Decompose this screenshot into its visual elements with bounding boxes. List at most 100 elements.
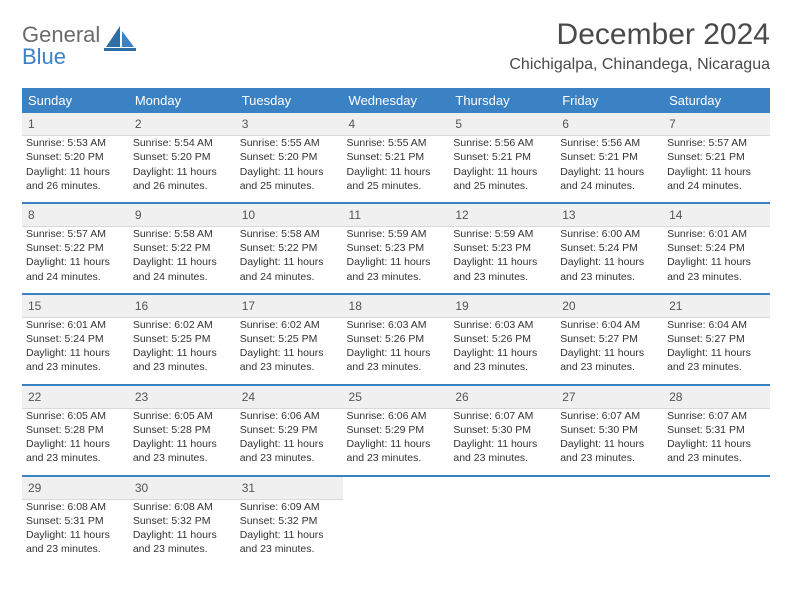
day-cell: Sunrise: 6:07 AMSunset: 5:30 PMDaylight:… (449, 408, 556, 473)
sunset-line: Sunset: 5:27 PM (667, 332, 766, 346)
daylight-line: Daylight: 11 hours and 23 minutes. (347, 346, 446, 374)
day-cell: Sunrise: 6:03 AMSunset: 5:26 PMDaylight:… (449, 317, 556, 382)
day-cell (343, 499, 450, 564)
day-header-row: SundayMondayTuesdayWednesdayThursdayFrid… (22, 88, 770, 113)
day-cell: Sunrise: 5:55 AMSunset: 5:20 PMDaylight:… (236, 136, 343, 201)
sunset-line: Sunset: 5:27 PM (560, 332, 659, 346)
day-cell: Sunrise: 6:07 AMSunset: 5:31 PMDaylight:… (663, 408, 770, 473)
daylight-line: Daylight: 11 hours and 26 minutes. (133, 165, 232, 193)
daylight-line: Daylight: 11 hours and 23 minutes. (240, 528, 339, 556)
daylight-line: Daylight: 11 hours and 24 minutes. (26, 255, 125, 283)
sunrise-line: Sunrise: 6:08 AM (26, 500, 125, 514)
day-cell: Sunrise: 5:59 AMSunset: 5:23 PMDaylight:… (449, 227, 556, 292)
day-cell: Sunrise: 6:08 AMSunset: 5:32 PMDaylight:… (129, 499, 236, 564)
title-block: December 2024 Chichigalpa, Chinandega, N… (509, 18, 770, 74)
sunrise-line: Sunrise: 5:56 AM (560, 136, 659, 150)
sunset-line: Sunset: 5:24 PM (26, 332, 125, 346)
day-cell: Sunrise: 6:05 AMSunset: 5:28 PMDaylight:… (22, 408, 129, 473)
sunrise-line: Sunrise: 6:06 AM (347, 409, 446, 423)
day-cell: Sunrise: 6:07 AMSunset: 5:30 PMDaylight:… (556, 408, 663, 473)
sunset-line: Sunset: 5:30 PM (560, 423, 659, 437)
sunset-line: Sunset: 5:22 PM (240, 241, 339, 255)
sunrise-line: Sunrise: 5:58 AM (240, 227, 339, 241)
sunrise-line: Sunrise: 6:06 AM (240, 409, 339, 423)
sunset-line: Sunset: 5:29 PM (240, 423, 339, 437)
daylight-line: Daylight: 11 hours and 26 minutes. (26, 165, 125, 193)
day-cell (449, 499, 556, 564)
day-number: 5 (449, 113, 556, 136)
daylight-line: Daylight: 11 hours and 23 minutes. (347, 437, 446, 465)
daylight-line: Daylight: 11 hours and 23 minutes. (240, 437, 339, 465)
month-title: December 2024 (509, 18, 770, 52)
daylight-line: Daylight: 11 hours and 23 minutes. (347, 255, 446, 283)
day-number: 20 (556, 294, 663, 318)
day-number: 1 (22, 113, 129, 136)
daylight-line: Daylight: 11 hours and 23 minutes. (667, 255, 766, 283)
day-cell: Sunrise: 6:01 AMSunset: 5:24 PMDaylight:… (663, 227, 770, 292)
sunset-line: Sunset: 5:31 PM (26, 514, 125, 528)
sunset-line: Sunset: 5:21 PM (453, 150, 552, 164)
sunset-line: Sunset: 5:24 PM (560, 241, 659, 255)
day-number: 23 (129, 385, 236, 409)
sunrise-line: Sunrise: 6:08 AM (133, 500, 232, 514)
sunset-line: Sunset: 5:20 PM (133, 150, 232, 164)
day-number-row: 1234567 (22, 113, 770, 136)
sunset-line: Sunset: 5:30 PM (453, 423, 552, 437)
day-number: 31 (236, 476, 343, 500)
daylight-line: Daylight: 11 hours and 25 minutes. (453, 165, 552, 193)
daylight-line: Daylight: 11 hours and 23 minutes. (26, 528, 125, 556)
sunrise-line: Sunrise: 6:03 AM (453, 318, 552, 332)
day-content-row: Sunrise: 6:01 AMSunset: 5:24 PM Daylight:… (22, 317, 770, 382)
sunrise-line: Sunrise: 6:01 AM (26, 318, 125, 332)
day-cell: Sunrise: 6:00 AMSunset: 5:24 PMDaylight:… (556, 227, 663, 292)
day-number: 2 (129, 113, 236, 136)
day-number: 4 (343, 113, 450, 136)
daylight-line: Daylight: 11 hours and 23 minutes. (453, 255, 552, 283)
sunrise-line: Sunrise: 6:04 AM (667, 318, 766, 332)
day-number: 22 (22, 385, 129, 409)
daylight-line: Daylight: 11 hours and 23 minutes. (133, 346, 232, 374)
day-number: 24 (236, 385, 343, 409)
sunrise-line: Sunrise: 6:04 AM (560, 318, 659, 332)
day-number-row: 293031 (22, 476, 770, 500)
day-number: 9 (129, 203, 236, 227)
sunrise-line: Sunrise: 5:55 AM (347, 136, 446, 150)
sunrise-line: Sunrise: 5:57 AM (667, 136, 766, 150)
day-number: 28 (663, 385, 770, 409)
day-content-row: Sunrise: 5:53 AMSunset: 5:20 PMDaylight:… (22, 136, 770, 201)
day-number: 8 (22, 203, 129, 227)
daylight-line: Daylight: 11 hours and 23 minutes. (133, 437, 232, 465)
day-number: 6 (556, 113, 663, 136)
day-number (663, 476, 770, 500)
sunrise-line: Sunrise: 5:56 AM (453, 136, 552, 150)
day-number: 14 (663, 203, 770, 227)
sunrise-line: Sunrise: 6:01 AM (667, 227, 766, 241)
sunrise-line: Sunrise: 5:57 AM (26, 227, 125, 241)
sunset-line: Sunset: 5:22 PM (133, 241, 232, 255)
sunrise-line: Sunrise: 6:00 AM (560, 227, 659, 241)
day-number (449, 476, 556, 500)
day-content-row: Sunrise: 6:08 AMSunset: 5:31 PMDaylight:… (22, 499, 770, 564)
day-cell: Sunrise: 6:04 AMSunset: 5:27 PMDaylight:… (663, 317, 770, 382)
logo: General Blue (22, 18, 138, 68)
sunset-line: Sunset: 5:28 PM (26, 423, 125, 437)
sunrise-line: Sunrise: 6:07 AM (453, 409, 552, 423)
sunset-line: Sunset: 5:23 PM (347, 241, 446, 255)
location-text: Chichigalpa, Chinandega, Nicaragua (509, 56, 770, 74)
day-number-row: 15161718192021 (22, 294, 770, 318)
sunset-line: Sunset: 5:32 PM (133, 514, 232, 528)
sunrise-line: Sunrise: 5:53 AM (26, 136, 125, 150)
day-content-row: Sunrise: 5:57 AM Sunset: 5:22 PM Daylight:… (22, 227, 770, 292)
day-header: Saturday (663, 88, 770, 113)
day-cell: Sunrise: 6:06 AMSunset: 5:29 PMDaylight:… (343, 408, 450, 473)
day-cell: Sunrise: 6:03 AMSunset: 5:26 PMDaylight:… (343, 317, 450, 382)
sunset-line: Sunset: 5:32 PM (240, 514, 339, 528)
day-cell: Sunrise: 6:09 AMSunset: 5:32 PMDaylight:… (236, 499, 343, 564)
day-number: 16 (129, 294, 236, 318)
day-cell: Sunrise: 5:57 AMSunset: 5:21 PMDaylight:… (663, 136, 770, 201)
daylight-line: Daylight: 11 hours and 23 minutes. (560, 437, 659, 465)
day-header: Wednesday (343, 88, 450, 113)
day-content-row: Sunrise: 6:05 AMSunset: 5:28 PMDaylight:… (22, 408, 770, 473)
daylight-line: Daylight: 11 hours and 23 minutes. (560, 346, 659, 374)
sunset-line: Sunset: 5:21 PM (347, 150, 446, 164)
